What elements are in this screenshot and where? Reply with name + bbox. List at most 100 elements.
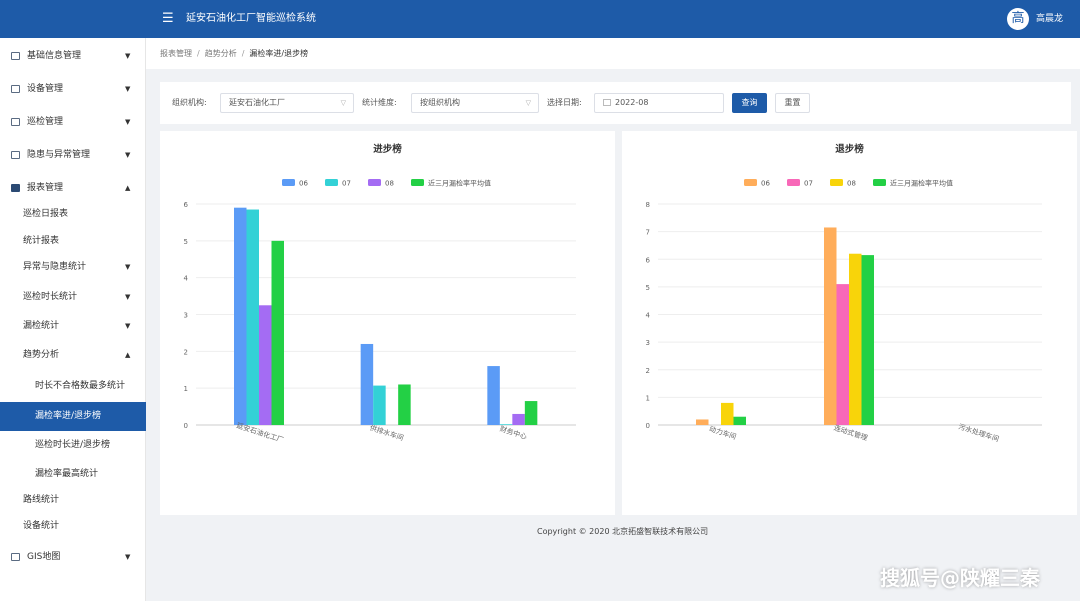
chevron-down-icon: ▼ [125,52,131,60]
bar [824,227,837,425]
sidebar-item-label: 巡检时长统计 [23,292,78,302]
sidebar-item-duration-fail-top[interactable]: 时长不合格数最多统计 [0,373,146,399]
sidebar-item-label: 漏检率进/退步榜 [35,411,102,421]
query-button[interactable]: 查询 [732,93,767,113]
bar [499,424,513,425]
sidebar-item-label: 趋势分析 [23,350,60,360]
y-tick-label: 7 [646,229,650,237]
sidebar-item-missed-rate-top[interactable]: 漏检率最高统计 [0,461,146,487]
sidebar-item-basic-info[interactable]: 基础信息管理 ▼ [0,43,146,69]
sidebar-item-label: 基础信息管理 [27,51,82,61]
regress-chart-card: 退步榜 0 1 2 3 4 5 6 7 8 06 07 08 近三月漏检率平均值 动力车间 连动式管理 污水处… [622,131,1077,515]
breadcrumb-separator: / [241,49,245,58]
sidebar-item-gis-map[interactable]: GIS地图 ▼ [0,544,146,570]
dimension-select[interactable]: 按组织机构 ▽ [411,93,539,113]
menu-fold-icon[interactable]: ☰ [162,11,174,26]
warning-icon [11,151,20,159]
legend-swatch [325,179,338,186]
y-tick-label: 4 [646,312,651,320]
sidebar-item-device-stats[interactable]: 设备统计 [0,513,146,539]
database-icon [11,52,20,60]
legend-label: 近三月漏检率平均值 [890,179,953,188]
sidebar-item-trend-analysis[interactable]: 趋势分析 ▲ [0,342,146,368]
breadcrumb: 报表管理 / 趋势分析 / 漏检率进/退步榜 [146,38,1080,69]
breadcrumb-item[interactable]: 报表管理 [160,49,192,58]
y-tick-label: 3 [646,339,650,347]
org-select[interactable]: 延安石油化工厂 ▽ [220,93,354,113]
chevron-down-icon: ▽ [525,99,531,107]
reset-button[interactable]: 重置 [775,93,810,113]
y-tick-label: 5 [184,238,188,246]
breadcrumb-separator: / [197,49,200,58]
sidebar-item-label: 时长不合格数最多统计 [35,381,126,391]
sidebar-item-daily-report[interactable]: 巡检日报表 [0,201,146,227]
top-header: ☰ 延安石油化工厂智能巡检系统 高 高晨龙 [0,0,1080,38]
bar [861,255,874,425]
sidebar-item-label: 漏检统计 [23,321,60,331]
legend-swatch [873,179,886,186]
bar [271,240,284,425]
legend-swatch [282,179,295,186]
date-picker[interactable]: 2022-08 [594,93,724,113]
bar [234,207,247,425]
sidebar-item-label: GIS地图 [27,552,61,562]
copyright-text: Copyright © 2020 北京拓盛智联技术有限公司 [537,527,709,536]
sidebar-item-inspection-mgmt[interactable]: 巡检管理 ▼ [0,109,146,135]
legend-label: 08 [847,180,856,188]
dim-label: 统计维度: [362,98,397,107]
y-tick-label: 4 [184,275,189,283]
sidebar-item-label: 设备统计 [23,521,60,531]
x-tick-label: 财务中心 [499,424,528,441]
sidebar-item-device-mgmt[interactable]: 设备管理 ▼ [0,76,146,102]
sidebar-item-label: 路线统计 [23,495,60,505]
bar [524,401,538,425]
inspection-icon [11,118,20,126]
chevron-down-icon: ▼ [125,118,131,126]
bar [360,343,374,425]
chevron-down-icon: ▼ [125,553,131,561]
sidebar-item-duration-stats[interactable]: 巡检时长统计 ▼ [0,284,146,310]
sidebar-item-label: 报表管理 [27,183,64,193]
chevron-down-icon: ▽ [340,99,346,107]
sidebar-item-report-mgmt[interactable]: 报表管理 ▲ [0,175,146,201]
bar [721,402,734,425]
chart-title: 进步榜 [373,144,402,155]
org-select-value: 延安石油化工厂 [229,98,285,107]
chevron-down-icon: ▼ [125,151,131,159]
sidebar-item-label: 巡检管理 [27,117,64,127]
y-tick-label: 0 [646,422,650,430]
x-tick-label: 供排水车间 [369,423,405,442]
sidebar-item-label: 巡检时长进/退步榜 [35,440,111,450]
y-tick-label: 1 [184,385,188,393]
sidebar-item-duration-rank[interactable]: 巡检时长进/退步榜 [0,432,146,458]
chevron-down-icon: ▼ [125,263,131,271]
sidebar-item-missed-stats[interactable]: 漏检统计 ▼ [0,313,146,339]
device-icon [11,85,20,93]
sidebar-item-hazard-mgmt[interactable]: 隐患与异常管理 ▼ [0,142,146,168]
x-tick-label: 连动式管理 [833,423,869,442]
sidebar-item-anomaly-stats[interactable]: 异常与隐患统计 ▼ [0,254,146,280]
chart-title: 退步榜 [835,144,864,155]
sidebar-item-label: 异常与隐患统计 [23,262,87,272]
bar [487,366,500,425]
app-title: 延安石油化工厂智能巡检系统 [186,13,316,24]
sidebar-item-stat-report[interactable]: 统计报表 [0,228,146,254]
x-tick-label: 动力车间 [708,424,737,441]
sidebar-item-label: 漏检率最高统计 [35,469,99,479]
sidebar-item-route-stats[interactable]: 路线统计 [0,487,146,513]
legend-label: 06 [299,180,308,188]
calendar-icon [603,99,611,106]
y-tick-label: 8 [646,201,650,209]
legend-swatch [830,179,843,186]
legend-swatch [368,179,381,186]
legend-label: 07 [342,180,351,188]
bar [259,305,272,425]
user-name[interactable]: 高晨龙 [1036,14,1064,24]
sidebar-item-missed-rate-rank[interactable]: 漏检率进/退步榜 [0,402,146,431]
breadcrumb-item[interactable]: 趋势分析 [204,49,237,58]
y-tick-label: 3 [184,312,188,320]
legend-label: 08 [385,180,394,188]
avatar[interactable]: 高 [1007,8,1029,30]
y-tick-label: 2 [646,367,650,375]
